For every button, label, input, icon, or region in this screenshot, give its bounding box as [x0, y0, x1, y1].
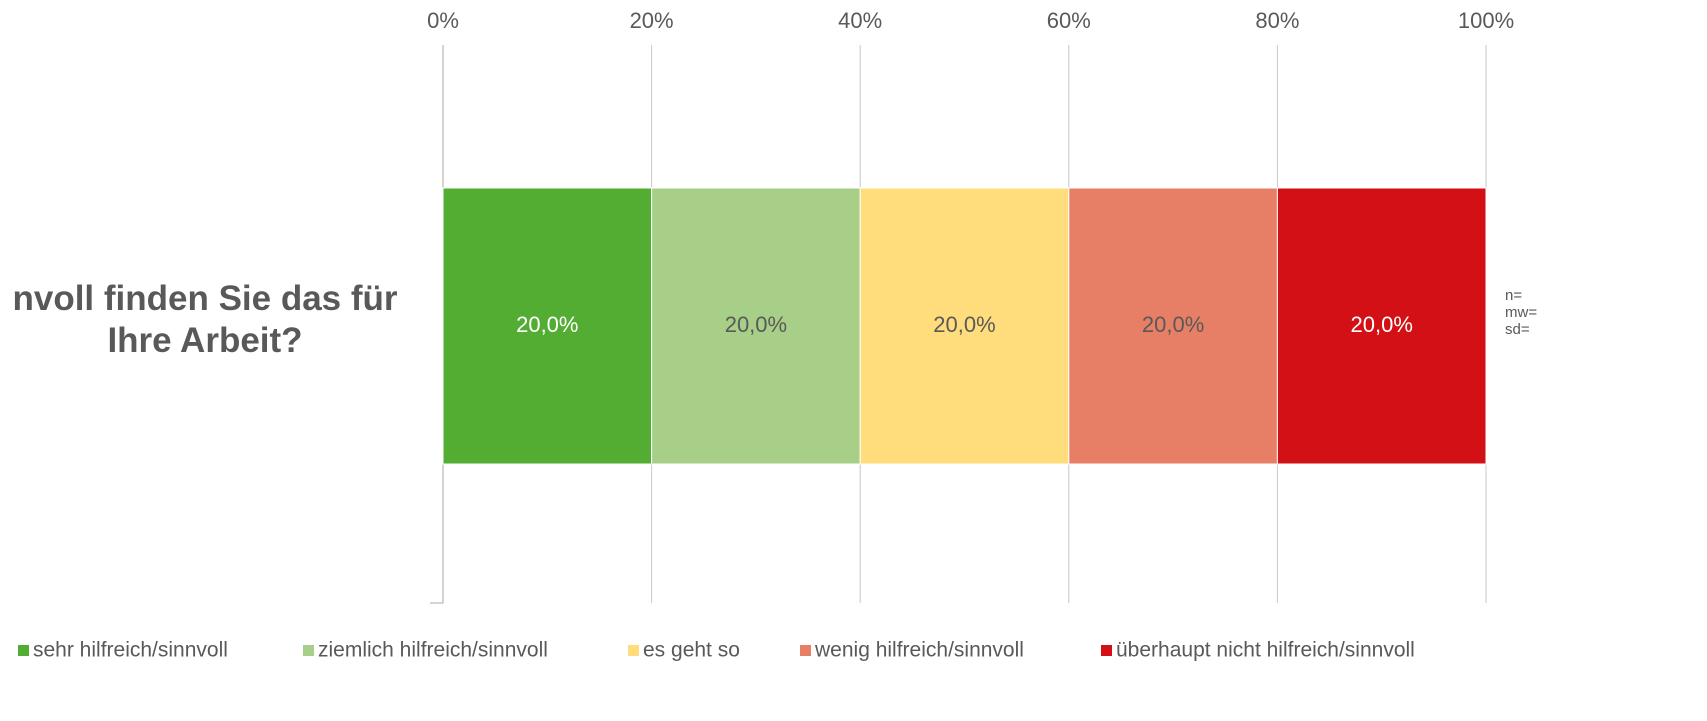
legend-swatch	[303, 645, 314, 656]
data-label: 20,0%	[725, 312, 787, 337]
note: mw=	[1505, 304, 1537, 321]
data-label: 20,0%	[1142, 312, 1204, 337]
legend-swatch	[628, 645, 639, 656]
x-tick-label: 20%	[630, 8, 674, 33]
note: n=	[1505, 287, 1522, 304]
bar-segment	[859, 187, 1070, 465]
bar-segment	[1276, 187, 1487, 465]
note: sd=	[1505, 321, 1530, 338]
x-tick-label: 100%	[1458, 8, 1514, 33]
legend-label: überhaupt nicht hilfreich/sinnvoll	[1116, 639, 1415, 662]
legend-swatch	[800, 645, 811, 656]
data-label: 20,0%	[516, 312, 578, 337]
legend-label: es geht so	[643, 639, 740, 662]
legend-swatch	[18, 645, 29, 656]
legend-label: ziemlich hilfreich/sinnvoll	[318, 639, 548, 662]
x-tick-label: 40%	[838, 8, 882, 33]
legend-label: sehr hilfreich/sinnvoll	[33, 639, 228, 662]
legend-label: wenig hilfreich/sinnvoll	[814, 639, 1024, 662]
bar-segment	[1068, 187, 1278, 465]
category-label: nvoll finden Sie das für Ihre Arbeit?	[12, 279, 398, 360]
x-tick-label: 60%	[1047, 8, 1091, 33]
x-tick-label: 0%	[427, 8, 459, 33]
data-label: 20,0%	[1351, 312, 1413, 337]
legend-swatch	[1101, 645, 1112, 656]
data-label: 20,0%	[933, 312, 995, 337]
x-tick-label: 80%	[1255, 8, 1299, 33]
bar-segment	[442, 187, 653, 465]
